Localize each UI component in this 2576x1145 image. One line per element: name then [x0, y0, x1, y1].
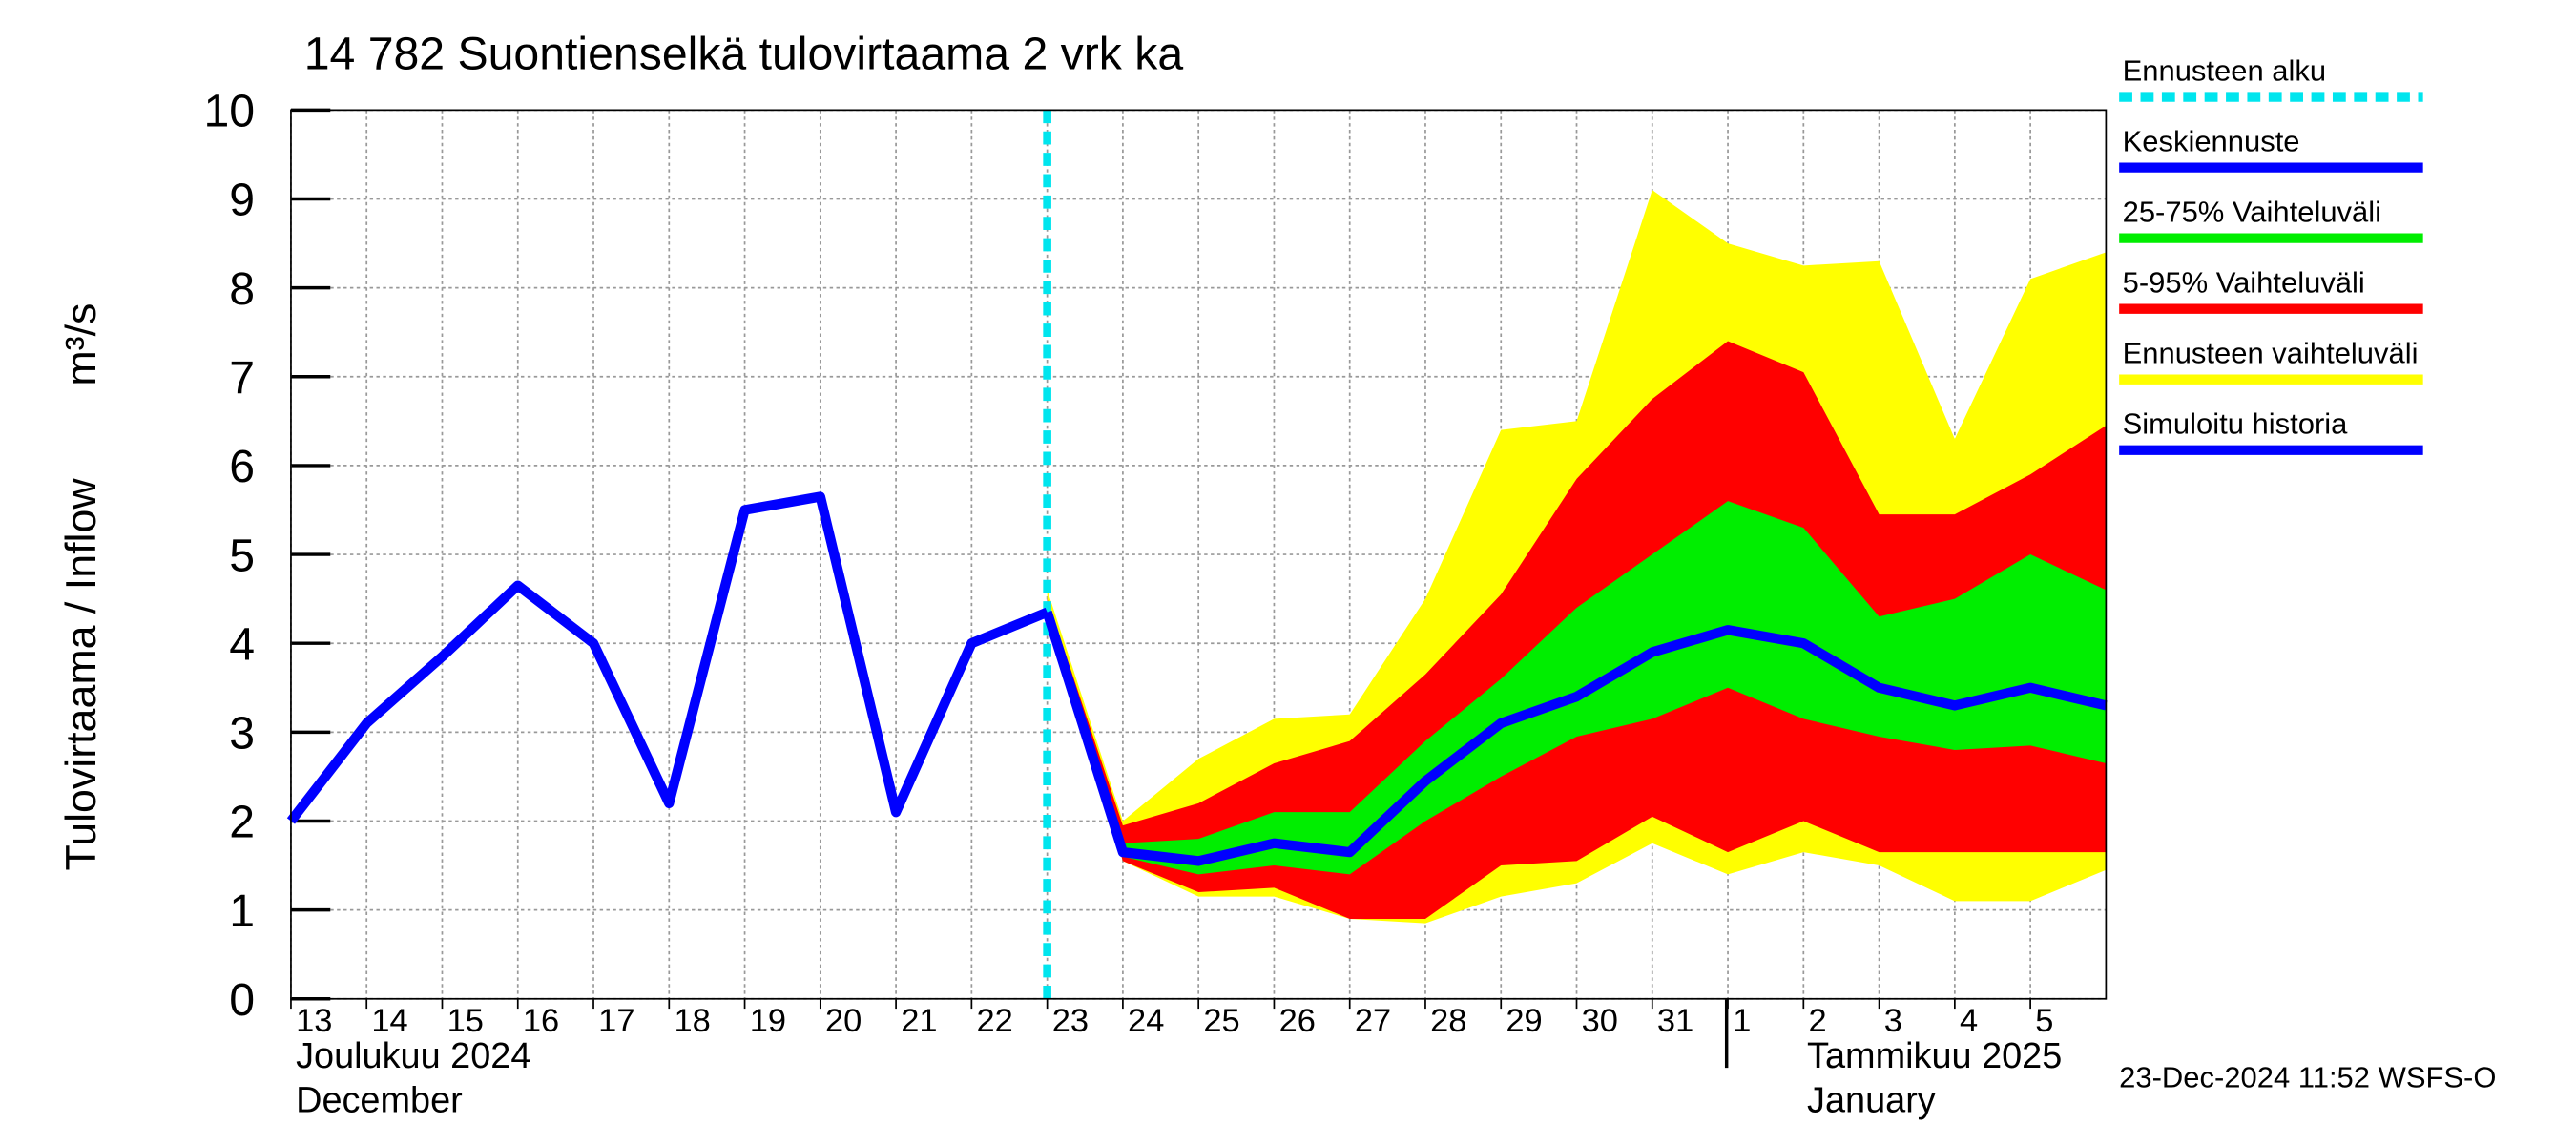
y-tick-label: 1 — [229, 885, 255, 937]
x-tick-label: 28 — [1430, 1003, 1466, 1039]
y-tick-label: 7 — [229, 352, 255, 404]
x-tick-label: 16 — [523, 1003, 559, 1039]
month-label: Joulukuu 2024 — [296, 1036, 530, 1076]
series-line — [1042, 611, 2108, 866]
x-tick-label: 17 — [598, 1003, 634, 1039]
x-tick-label: 20 — [825, 1003, 862, 1039]
x-tick-label: 31 — [1657, 1003, 1693, 1039]
month-label: December — [296, 1081, 463, 1121]
legend-label: Ennusteen alku — [2123, 53, 2327, 87]
x-tick-label: 14 — [371, 1003, 407, 1039]
x-tick-label: 1 — [1733, 1003, 1751, 1039]
x-tick-label: 13 — [296, 1003, 332, 1039]
legend-label: Keskiennuste — [2123, 124, 2300, 157]
x-tick-label: 29 — [1506, 1003, 1542, 1039]
x-tick-label: 4 — [1960, 1003, 1978, 1039]
x-tick-label: 2 — [1808, 1003, 1826, 1039]
x-tick-label: 30 — [1582, 1003, 1618, 1039]
x-tick-label: 3 — [1884, 1003, 1902, 1039]
y-axis-unit: m³/s — [57, 303, 105, 386]
range-band — [1047, 501, 2107, 875]
series-line — [286, 491, 1049, 824]
legend-label: 25-75% Vaihteluväli — [2123, 195, 2381, 228]
chart-title: 14 782 Suontienselkä tulovirtaama 2 vrk … — [304, 28, 1184, 79]
y-tick-label: 0 — [229, 974, 255, 1026]
y-tick-label: 10 — [203, 86, 255, 137]
y-tick-label: 2 — [229, 797, 255, 848]
x-tick-label: 23 — [1052, 1003, 1089, 1039]
x-tick-label: 19 — [750, 1003, 786, 1039]
y-tick-label: 9 — [229, 175, 255, 226]
x-tick-label: 21 — [901, 1003, 937, 1039]
legend-label: Ennusteen vaihteluväli — [2123, 336, 2419, 369]
month-label: Tammikuu 2025 — [1807, 1036, 2062, 1076]
x-tick-label: 27 — [1355, 1003, 1391, 1039]
legend-label: 5-95% Vaihteluväli — [2123, 265, 2365, 299]
y-axis-label: Tulovirtaama / Inflow — [57, 478, 105, 871]
plot-frame — [290, 109, 2108, 1000]
x-tick-label: 18 — [674, 1003, 710, 1039]
x-tick-label: 5 — [2035, 1003, 2053, 1039]
month-label: January — [1807, 1081, 1936, 1121]
x-tick-label: 25 — [1203, 1003, 1239, 1039]
x-tick-label: 24 — [1128, 1003, 1164, 1039]
y-tick-label: 5 — [229, 530, 255, 581]
y-tick-label: 4 — [229, 618, 255, 670]
x-tick-label: 22 — [977, 1003, 1013, 1039]
x-tick-label: 15 — [447, 1003, 484, 1039]
y-tick-label: 6 — [229, 441, 255, 492]
y-tick-label: 8 — [229, 263, 255, 315]
x-tick-label: 26 — [1279, 1003, 1316, 1039]
legend-label: Simuloitu historia — [2123, 407, 2349, 441]
y-tick-label: 3 — [229, 708, 255, 760]
timestamp: 23-Dec-2024 11:52 WSFS-O — [2119, 1061, 2496, 1094]
